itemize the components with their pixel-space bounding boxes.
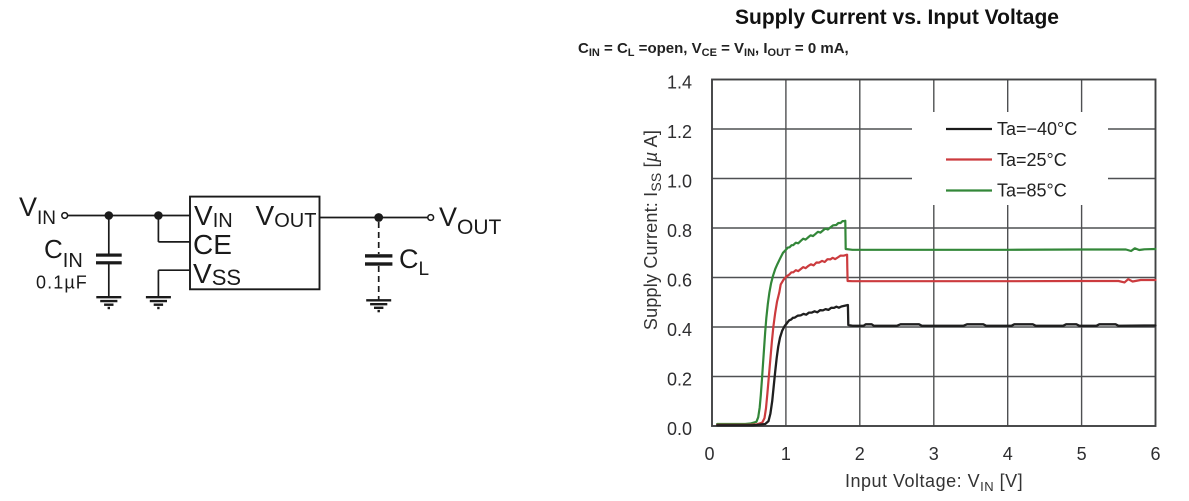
svg-text:Ta=−40°C: Ta=−40°C (997, 119, 1077, 139)
svg-text:0.4: 0.4 (667, 320, 692, 340)
svg-text:0.8: 0.8 (667, 221, 692, 241)
svg-text:Ta=85°C: Ta=85°C (997, 181, 1067, 201)
svg-text:CIN = CL =open, VCE = VIN, IOU: CIN = CL =open, VCE = VIN, IOUT = 0 mA, (578, 40, 849, 59)
svg-text:6: 6 (1150, 444, 1160, 464)
svg-text:Supply Current vs. Input Volta: Supply Current vs. Input Voltage (735, 6, 1059, 29)
svg-text:0.0: 0.0 (667, 419, 692, 439)
svg-text:1.0: 1.0 (667, 172, 692, 192)
svg-text:3: 3 (929, 444, 939, 464)
svg-text:Supply Current: ISS [µ A]: Supply Current: ISS [µ A] (641, 130, 664, 330)
svg-text:CE: CE (193, 229, 232, 260)
svg-text:Input Voltage: VIN [V]: Input Voltage: VIN [V] (845, 471, 1023, 494)
svg-text:0.1µF: 0.1µF (36, 273, 88, 293)
svg-text:5: 5 (1077, 444, 1087, 464)
svg-text:Ta=25°C: Ta=25°C (997, 150, 1067, 170)
svg-text:4: 4 (1003, 444, 1013, 464)
svg-text:1.2: 1.2 (667, 122, 692, 142)
svg-text:1: 1 (781, 444, 791, 464)
svg-text:1.4: 1.4 (667, 73, 692, 93)
svg-text:0.6: 0.6 (667, 271, 692, 291)
svg-text:2: 2 (855, 444, 865, 464)
svg-text:0: 0 (704, 444, 714, 464)
svg-text:0.2: 0.2 (667, 370, 692, 390)
